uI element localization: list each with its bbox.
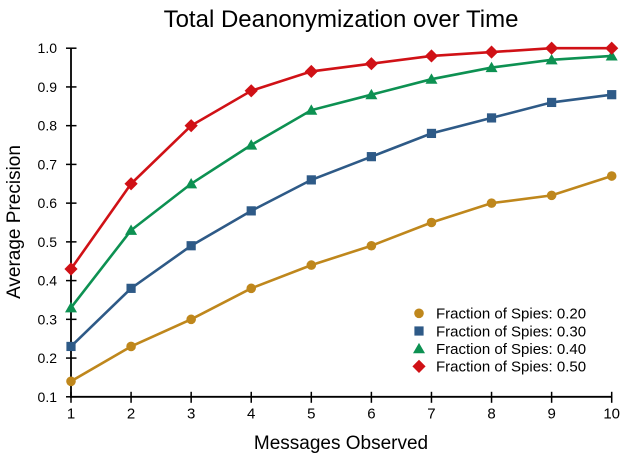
series-line [69, 46, 612, 270]
data-point-diamond-marker [124, 177, 138, 191]
data-point-square-marker [186, 241, 196, 251]
series-line [69, 54, 612, 309]
data-point-triangle-marker [605, 50, 618, 61]
data-point-triangle-marker [125, 224, 138, 235]
y-tick-label: 0.2 [38, 350, 58, 366]
legend-circle-marker-icon [414, 308, 424, 319]
series-lines [64, 41, 619, 387]
data-point-square-marker [66, 341, 76, 352]
legend-label: Fraction of Spies: 0.50 [436, 359, 586, 376]
x-tick-label: 9 [547, 405, 555, 422]
data-point-circle-marker [186, 314, 196, 325]
data-point-circle-marker [426, 217, 437, 228]
data-point-circle-marker [606, 171, 617, 181]
x-tick-label: 3 [187, 405, 195, 422]
data-point-square-marker [486, 113, 497, 123]
legend-item: Fraction of Spies: 0.30 [414, 323, 586, 340]
data-point-circle-marker [246, 283, 257, 294]
data-point-square-marker [306, 175, 316, 185]
legend-item: Fraction of Spies: 0.50 [412, 359, 586, 376]
data-point-diamond-marker [364, 57, 378, 71]
data-point-square-marker [366, 152, 376, 162]
data-point-circle-marker [306, 260, 317, 270]
data-point-circle-marker [366, 240, 377, 251]
y-axis-label: Average Precision [4, 145, 25, 299]
y-tick-label: 0.1 [38, 389, 58, 405]
x-tick-label: 7 [427, 405, 435, 422]
x-axis-label: Messages Observed [254, 433, 428, 454]
data-point-diamond-marker [184, 119, 198, 133]
data-point-square-marker [607, 90, 617, 100]
data-point-triangle-marker [305, 104, 318, 115]
data-point-diamond-marker [424, 49, 439, 63]
x-tick-label: 2 [127, 405, 135, 422]
data-point-circle-marker [126, 341, 136, 352]
data-point-triangle-marker [65, 301, 77, 313]
legend-diamond-marker-icon [412, 359, 426, 373]
data-point-square-marker [426, 128, 437, 139]
series-line [70, 174, 613, 383]
y-tick-label: 0.9 [38, 79, 58, 95]
x-tick-label: 8 [487, 405, 495, 422]
data-point-diamond-marker [545, 41, 559, 55]
x-tick-label: 6 [367, 405, 375, 422]
data-point-triangle-marker [365, 88, 378, 100]
data-point-diamond-marker [64, 262, 78, 276]
legend-label: Fraction of Spies: 0.30 [436, 323, 586, 340]
data-point-circle-marker [66, 376, 76, 387]
data-point-triangle-marker [185, 177, 198, 189]
legend-triangle-marker-icon [413, 342, 425, 354]
y-tick-label: 0.6 [38, 195, 58, 211]
data-point-diamond-marker [304, 64, 318, 79]
x-tick-label: 1 [67, 405, 75, 422]
data-point-square-marker [547, 97, 557, 108]
x-tick-label: 4 [247, 405, 255, 422]
data-point-triangle-marker [485, 61, 498, 73]
y-tick-label: 0.5 [38, 234, 58, 250]
data-point-diamond-marker [484, 45, 499, 59]
series-line [70, 93, 612, 348]
data-point-diamond-marker [605, 41, 619, 55]
data-point-triangle-marker [545, 54, 558, 65]
legend-label: Fraction of Spies: 0.20 [436, 306, 586, 323]
y-tick-label: 0.4 [38, 273, 58, 289]
chart-title: Total Deanonymization over Time [164, 6, 519, 33]
y-tick-label: 0.8 [38, 118, 58, 134]
data-point-triangle-marker [245, 139, 258, 150]
data-point-triangle-marker [425, 73, 438, 84]
legend-item: Fraction of Spies: 0.20 [414, 306, 586, 323]
x-tick-label: 10 [603, 405, 620, 422]
legend-item: Fraction of Spies: 0.40 [413, 341, 586, 358]
legend-square-marker-icon [414, 326, 424, 336]
data-point-diamond-marker [244, 84, 258, 98]
data-point-square-marker [126, 283, 136, 293]
y-tick-label: 0.3 [38, 311, 58, 327]
data-point-circle-marker [546, 190, 557, 201]
y-tick-label: 1.0 [38, 40, 58, 56]
legend-label: Fraction of Spies: 0.40 [436, 341, 586, 358]
axes: 0.1 0.2 0.3 0.4 0.5 0.6 0.7 0.8 0.9 1.0 1 2 3 4 5 6 7 8 9 1… [38, 40, 620, 422]
data-point-circle-marker [486, 198, 497, 208]
data-point-square-marker [246, 206, 256, 216]
x-tick-label: 5 [307, 405, 315, 422]
y-tick-label: 0.7 [38, 156, 58, 172]
